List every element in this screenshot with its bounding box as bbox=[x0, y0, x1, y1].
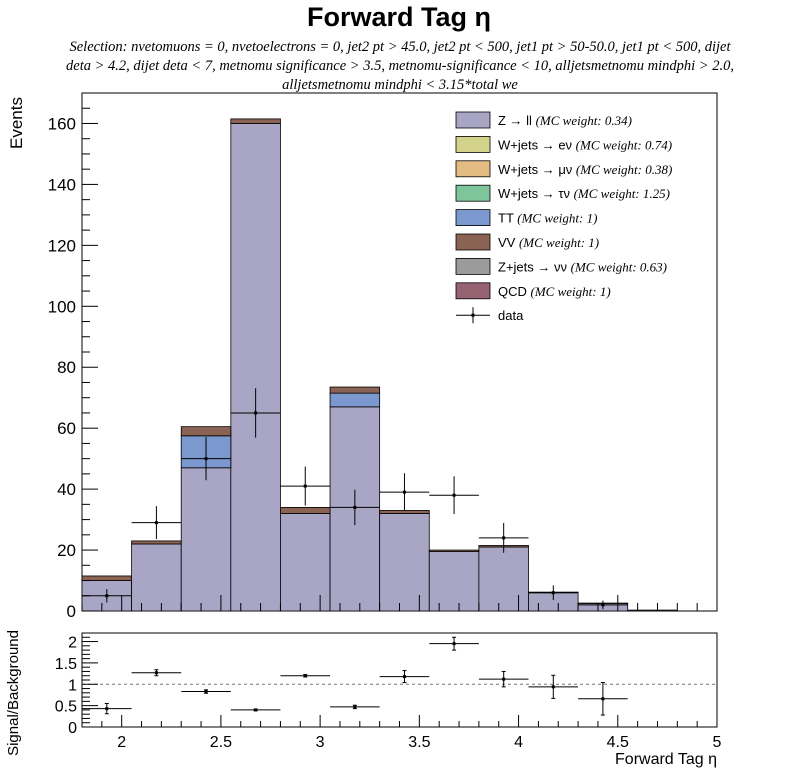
y-tick-label-120: 120 bbox=[48, 236, 76, 255]
bar-vv-2 bbox=[180, 426, 232, 437]
data-point-6 bbox=[379, 473, 430, 512]
bar-z-ll-1 bbox=[131, 543, 182, 612]
legend-entry-1: W+jets → eν (MC weight: 0.74) bbox=[498, 137, 672, 152]
bar-vv-7 bbox=[428, 549, 480, 552]
ratio-point-0 bbox=[82, 703, 132, 715]
ratio-y-tick-label-2: 1 bbox=[68, 677, 77, 694]
legend-swatch-6 bbox=[455, 257, 491, 275]
bar-z-ll-6 bbox=[379, 513, 430, 612]
ratio-y-tick-label-0: 0 bbox=[68, 720, 77, 737]
y-tick-label-140: 140 bbox=[48, 175, 76, 194]
legend-swatch-3 bbox=[455, 184, 491, 202]
data-point-8 bbox=[478, 522, 529, 553]
x-tick-label-1: 2.5 bbox=[210, 734, 232, 751]
bar-z-ll-3 bbox=[230, 123, 281, 612]
x-axis-label: Forward Tag η bbox=[615, 751, 717, 768]
legend-swatch-5 bbox=[455, 233, 491, 251]
legend-entry-data: data bbox=[498, 308, 524, 323]
data-point-7 bbox=[429, 476, 479, 515]
ratio-y-tick-label-1: 0.5 bbox=[55, 699, 77, 716]
y-tick-label-40: 40 bbox=[57, 480, 76, 499]
y-tick-label-100: 100 bbox=[48, 297, 76, 316]
ratio-point-6 bbox=[379, 670, 430, 684]
bar-z-ll-2 bbox=[180, 467, 232, 612]
y-axis-label: Events bbox=[7, 97, 26, 149]
ratio-y-tick-label-3: 1.5 bbox=[55, 656, 77, 673]
x-tick-label-6: 5 bbox=[713, 734, 722, 751]
data-point-3 bbox=[230, 388, 281, 438]
legend-entry-7: QCD (MC weight: 1) bbox=[498, 284, 611, 299]
x-tick-label-0: 2 bbox=[117, 734, 126, 751]
data-point-4 bbox=[280, 466, 331, 506]
legend-swatch-7 bbox=[455, 282, 491, 300]
bar-z-ll-8 bbox=[478, 546, 529, 612]
y-tick-label-60: 60 bbox=[57, 419, 76, 438]
y-tick-label-80: 80 bbox=[57, 358, 76, 377]
legend-entry-2: W+jets → μν (MC weight: 0.38) bbox=[498, 162, 672, 177]
bar-z-ll-7 bbox=[428, 551, 480, 612]
legend-entry-3: W+jets → τν (MC weight: 1.25) bbox=[498, 186, 670, 201]
legend-entry-0: Z → ll (MC weight: 0.34) bbox=[498, 113, 632, 128]
legend-swatch-4 bbox=[455, 209, 491, 227]
ratio-point-1 bbox=[131, 669, 182, 677]
x-tick-label-2: 3 bbox=[316, 734, 325, 751]
bar-vv-5 bbox=[329, 386, 381, 394]
bar-vv-4 bbox=[280, 506, 331, 514]
bar-vv-0 bbox=[81, 575, 133, 581]
bar-vv-3 bbox=[230, 118, 281, 124]
selection-subtitle: Selection: nvetomuons = 0, nvetoelectron… bbox=[66, 39, 734, 93]
data-point-10 bbox=[578, 600, 628, 610]
legend-entry-6: Z+jets → νν (MC weight: 0.63) bbox=[498, 259, 667, 274]
bar-vv-1 bbox=[131, 540, 182, 545]
legend-swatch-2 bbox=[455, 160, 491, 178]
ratio-y-axis-label: Signal/Background bbox=[5, 630, 22, 756]
legend-entry-4: TT (MC weight: 1) bbox=[498, 211, 597, 226]
ratio-y-tick-label-4: 2 bbox=[68, 635, 77, 652]
legend-swatch-1 bbox=[455, 135, 491, 153]
chart-title: Forward Tag η bbox=[306, 2, 491, 32]
data-point-0 bbox=[82, 589, 132, 603]
y-tick-label-20: 20 bbox=[57, 541, 76, 560]
x-tick-label-4: 4 bbox=[514, 734, 523, 751]
ratio-plot-frame bbox=[81, 632, 718, 728]
y-tick-label-160: 160 bbox=[48, 114, 76, 133]
ratio-point-3 bbox=[230, 708, 281, 712]
main-histogram: 0 20 40 60 80 100 120 140 160 Events Z → ll (MC we… bbox=[7, 92, 718, 621]
data-point-9 bbox=[528, 585, 579, 601]
bar-z-ll-4 bbox=[280, 513, 331, 612]
ratio-point-4 bbox=[280, 673, 331, 678]
legend-data-marker-dot bbox=[471, 313, 475, 317]
ratio-point-7 bbox=[429, 636, 479, 651]
ratio-point-2 bbox=[181, 689, 231, 694]
bar-tt-5 bbox=[329, 392, 381, 408]
data-point-5 bbox=[330, 489, 380, 526]
x-tick-label-5: 4.5 bbox=[607, 734, 629, 751]
legend-entry-5: VV (MC weight: 1) bbox=[498, 235, 599, 250]
ratio-point-5 bbox=[330, 704, 380, 710]
bar-z-ll-11 bbox=[627, 609, 678, 612]
ratio-point-10 bbox=[578, 682, 628, 716]
data-point-2 bbox=[181, 437, 231, 481]
data-point-1 bbox=[131, 506, 182, 540]
legend-swatch-0 bbox=[455, 111, 491, 129]
y-tick-label-0: 0 bbox=[67, 602, 76, 621]
ratio-point-9 bbox=[528, 674, 579, 699]
ratio-point-8 bbox=[478, 670, 529, 688]
x-tick-label-3: 3.5 bbox=[408, 734, 430, 751]
